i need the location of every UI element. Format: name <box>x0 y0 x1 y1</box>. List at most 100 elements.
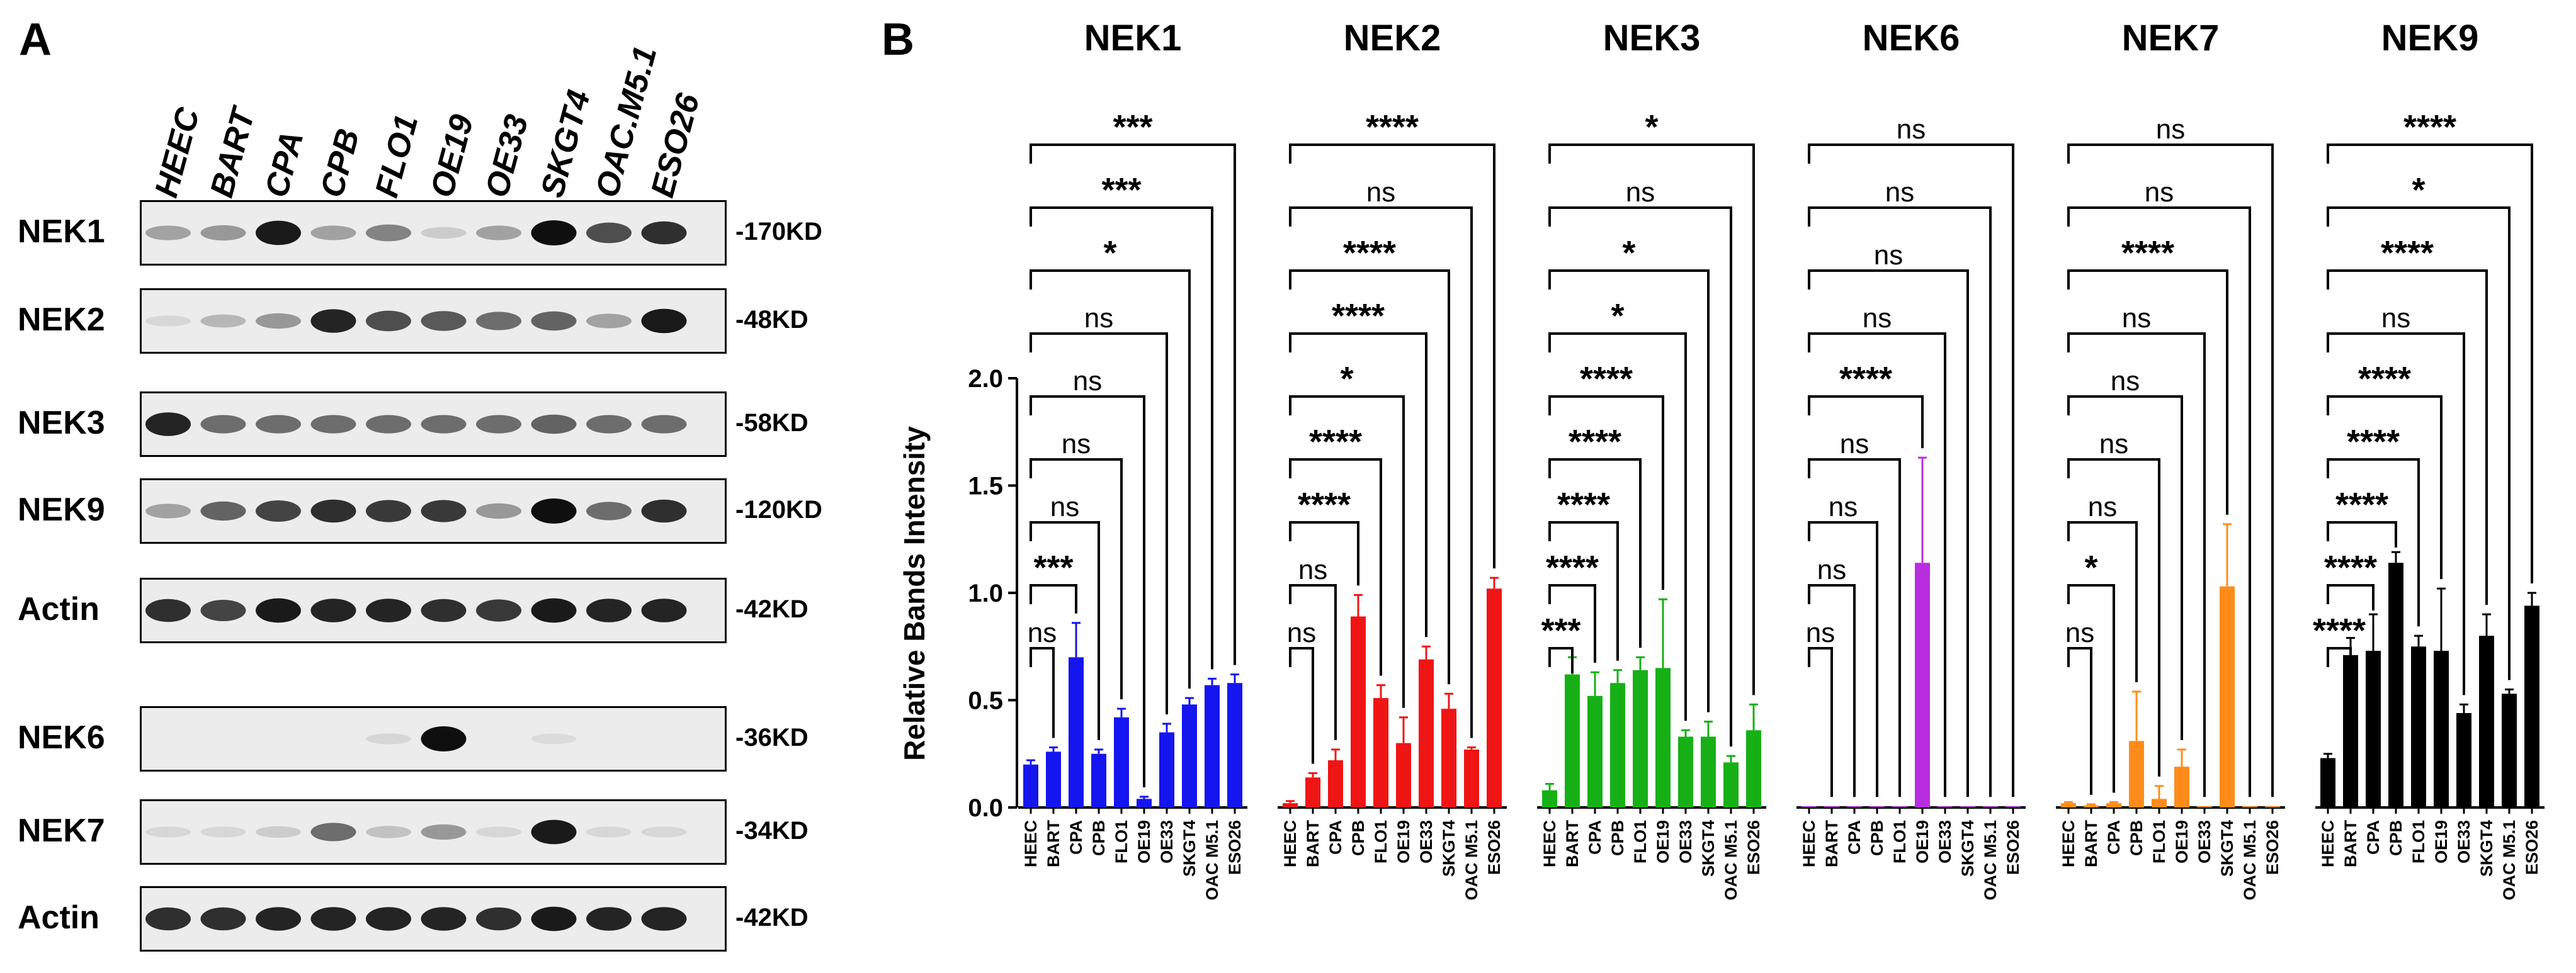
y-tick-label: 2.0 <box>968 365 1003 393</box>
bar <box>2434 651 2449 807</box>
bar <box>1159 732 1174 807</box>
blot-strip <box>140 578 727 643</box>
bar <box>2197 806 2212 807</box>
bar <box>1892 806 1907 807</box>
significance-bracket <box>1289 521 1359 586</box>
bar <box>1487 588 1502 807</box>
category-label: CPB <box>1089 820 1108 856</box>
blot-band <box>200 314 246 328</box>
category-label: ESO26 <box>2004 820 2023 875</box>
category-label: CPA <box>1326 820 1345 855</box>
group-title: NEK7 <box>2122 18 2220 59</box>
blot-strip <box>140 478 727 544</box>
blot-band <box>531 414 577 434</box>
significance-bracket <box>1030 647 1055 738</box>
blot-band <box>421 726 467 751</box>
blot-band <box>641 499 687 523</box>
category-label: OE33 <box>1676 820 1695 863</box>
blot-band <box>310 499 356 523</box>
panel-a-letter: A <box>19 14 52 65</box>
significance-label: *** <box>1101 171 1141 209</box>
blot-band <box>366 224 411 242</box>
bar <box>1419 659 1434 807</box>
significance-bracket <box>2067 395 2183 740</box>
category-label: OE33 <box>1936 820 1955 863</box>
significance-label: **** <box>2313 612 2366 650</box>
bar <box>2084 805 2099 807</box>
blot-band <box>421 500 467 522</box>
category-label: CPA <box>2104 820 2123 855</box>
blot-band <box>256 415 301 434</box>
blot-band <box>145 225 191 240</box>
category-label: OAC M5.1 <box>1462 820 1481 901</box>
category-label: OAC M5.1 <box>1981 820 2000 901</box>
bar <box>2265 806 2280 807</box>
category-label: HEEC <box>1021 820 1040 867</box>
protein-label: NEK1 <box>18 213 105 250</box>
category-label: OE33 <box>2195 820 2214 863</box>
significance-bracket <box>1289 458 1382 676</box>
category-label: CPA <box>1067 820 1086 855</box>
bar <box>2366 651 2381 807</box>
bar <box>1373 698 1388 807</box>
category-label: HEEC <box>2318 820 2337 867</box>
blot-band <box>641 415 687 434</box>
bar <box>1542 790 1557 807</box>
bar <box>1137 799 1152 807</box>
significance-label: *** <box>1541 612 1580 650</box>
blot-band <box>476 907 521 931</box>
blot-band <box>531 220 577 245</box>
protein-label: NEK7 <box>18 813 105 849</box>
blot-band <box>641 308 687 334</box>
y-tick-label: 0.5 <box>968 687 1003 715</box>
lane-label: HEEC <box>148 104 207 201</box>
significance-label: **** <box>2121 234 2174 272</box>
lane-label: CPA <box>258 127 311 201</box>
molecular-weight-label: -120KD <box>735 496 822 524</box>
significance-bracket <box>1030 395 1145 787</box>
group-title: NEK2 <box>1344 18 1441 59</box>
blot-band <box>366 310 411 332</box>
molecular-weight-label: -58KD <box>735 409 809 437</box>
significance-label: ns <box>1050 492 1079 522</box>
significance-bracket <box>1808 458 1901 797</box>
significance-bracket <box>1808 269 1969 797</box>
blot-band <box>200 415 246 434</box>
bar <box>1441 709 1456 807</box>
bar <box>2524 605 2539 807</box>
significance-bracket <box>2067 647 2092 795</box>
significance-label: **** <box>2335 486 2388 524</box>
blot-band <box>531 598 577 623</box>
molecular-weight-label: -42KD <box>735 904 809 931</box>
bar <box>1938 806 1953 807</box>
significance-bracket <box>2327 143 2533 583</box>
significance-label: ns <box>1366 177 1395 208</box>
protein-label: NEK6 <box>18 719 105 756</box>
blot-band <box>145 826 191 838</box>
blot-band <box>641 907 687 931</box>
bar <box>2174 767 2189 807</box>
significance-label: ns <box>1073 366 1102 397</box>
molecular-weight-label: -36KD <box>735 724 809 751</box>
significance-label: ns <box>1874 240 1903 271</box>
category-label: OAC M5.1 <box>2240 820 2259 901</box>
category-label: CPB <box>1349 820 1368 856</box>
blot-band <box>476 599 521 622</box>
blot-strip <box>140 288 727 354</box>
blot-band <box>366 826 411 838</box>
significance-label: * <box>1622 234 1635 272</box>
blot-band <box>310 415 356 434</box>
significance-bracket <box>2327 395 2443 580</box>
significance-bracket <box>1548 269 1710 712</box>
blot-band <box>310 907 356 931</box>
significance-bracket <box>2327 521 2397 548</box>
lane-label: SKGT4 <box>533 86 598 201</box>
lane-label: BART <box>203 104 262 201</box>
bar <box>1205 685 1220 807</box>
significance-label: **** <box>1557 486 1610 524</box>
blot-band <box>145 599 191 622</box>
blot-band <box>145 907 191 931</box>
blot-band <box>531 906 577 931</box>
category-label: ESO26 <box>2263 820 2282 875</box>
bar <box>2388 563 2403 807</box>
